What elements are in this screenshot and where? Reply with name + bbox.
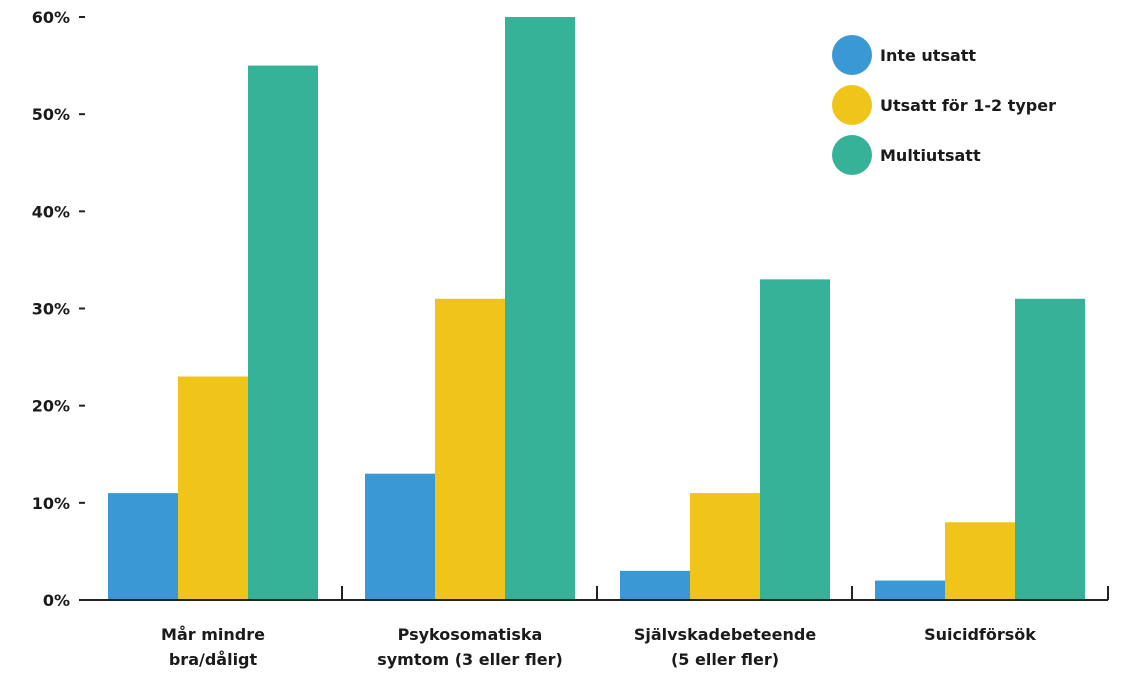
- bar-multiutsatt-0: [248, 65, 318, 601]
- bar-inte-utsatt-2: [620, 570, 690, 600]
- bar-multiutsatt-3: [1015, 298, 1085, 600]
- y-tick-label: 30%: [32, 300, 70, 319]
- legend-swatch: [832, 85, 872, 125]
- y-tick-label: 60%: [32, 8, 70, 27]
- x-axis: Mår mindre bra/dåligt Psykosomatiska symtom…: [83, 586, 1109, 669]
- y-tick-label: 40%: [32, 202, 70, 221]
- bar-utsatt-f-r-1-2-typer-0: [178, 376, 248, 600]
- bar-utsatt-f-r-1-2-typer-1: [435, 298, 505, 600]
- legend: Inte utsatt Utsatt för 1-2 typer Multiutsa…: [832, 35, 1056, 175]
- legend-label: Utsatt för 1-2 typer: [880, 96, 1056, 115]
- y-tick-label: 50%: [32, 105, 70, 124]
- x-tick-label: Psykosomatiska symtom (3 eller fler): [377, 625, 563, 669]
- legend-swatch: [832, 135, 872, 175]
- bar-inte-utsatt-0: [108, 493, 178, 600]
- x-tick-label: Mår mindre bra/dåligt: [161, 625, 265, 669]
- x-tick-label: Suicidförsök: [924, 625, 1036, 644]
- legend-label: Multiutsatt: [880, 146, 981, 165]
- legend-swatch: [832, 35, 872, 75]
- y-tick-label: 20%: [32, 397, 70, 416]
- x-tick-label: Självskadebeteende (5 eller fler): [634, 625, 816, 669]
- y-tick-label: 10%: [32, 494, 70, 513]
- y-tick-label: 0%: [43, 591, 70, 610]
- legend-label: Inte utsatt: [880, 46, 976, 65]
- bars: [108, 17, 1085, 601]
- y-axis: 0% 10% 20% 30% 40% 50% 60%: [32, 8, 85, 610]
- bar-multiutsatt-2: [760, 279, 830, 600]
- bar-utsatt-f-r-1-2-typer-2: [690, 493, 760, 600]
- bar-multiutsatt-1: [505, 17, 575, 600]
- bar-inte-utsatt-1: [365, 473, 435, 600]
- bar-inte-utsatt-3: [875, 580, 945, 600]
- bar-utsatt-f-r-1-2-typer-3: [945, 522, 1015, 600]
